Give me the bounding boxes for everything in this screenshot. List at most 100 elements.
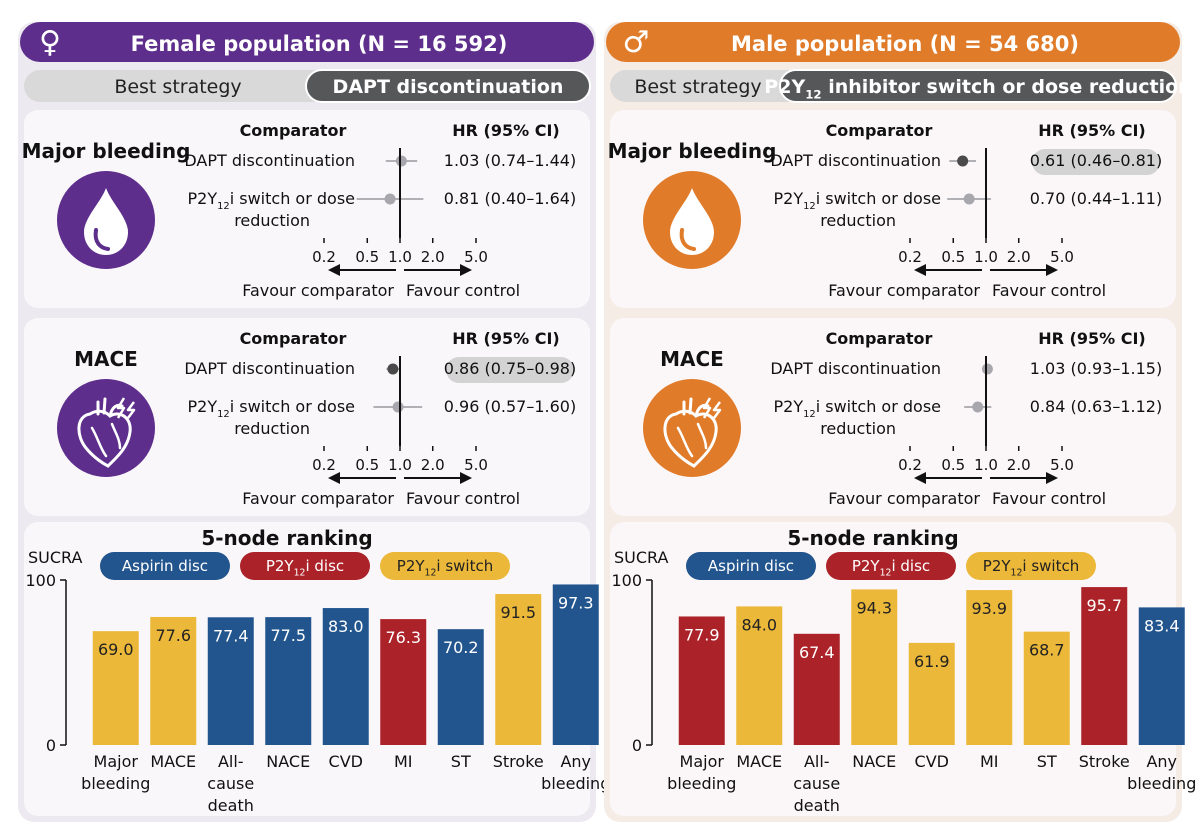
x-tick-label: MI [394,752,413,771]
comparator-label-cont: reduction [820,419,896,438]
bar [908,642,955,745]
x-tick-label: cause [207,774,254,793]
axis-tick-label: 0.5 [355,248,379,266]
outcome-title: MACE [74,347,138,371]
panel-header: ♂ Male population (N = 54 680) [606,22,1180,62]
x-tick-label: NACE [266,752,310,771]
favour-comparator-label: Favour comparator [828,281,980,300]
hr-value: 0.81 (0.40–1.64) [444,189,576,208]
heart-outline [663,409,718,468]
bar-value-label: 61.9 [914,652,950,671]
hr-value: 1.03 (0.93–1.15) [1030,359,1162,378]
hr-header: HR (95% CI) [1038,121,1145,140]
x-tick-label: MI [980,752,999,771]
bar-value-label: 93.9 [971,599,1007,618]
icon-circle [57,379,155,477]
heart-icon [643,379,741,477]
hr-point [972,401,984,413]
legend-pill [380,552,510,580]
comparator-label: P2Y12i switch or dose [188,189,356,212]
subscript: 12 [217,201,230,212]
bar [495,594,542,745]
legend-label: P2Y12i switch [983,557,1079,579]
subscript: 12 [217,409,230,420]
x-tick-label: bleeding [541,774,610,793]
text-part: P2Y [188,189,218,208]
outcome-card-major-bleeding: Major bleeding Comparator HR (95% CI) DAPT … [22,110,590,308]
bar [966,590,1013,745]
bar-value-label: 69.0 [98,640,134,659]
legend-p2y12_disc: P2Y12i disc [826,552,956,580]
bar-value-label: 67.4 [799,643,835,662]
legend-p2y12_switch: P2Y12i switch [966,552,1096,580]
legend-label: Aspirin disc [122,557,208,575]
female-panel: ♀ Female population (N = 16 592) Best stra… [18,22,610,822]
subscript: 12 [880,568,892,579]
bar-value-label: 77.9 [684,625,720,644]
x-tick-label: bleeding [1127,774,1196,793]
comparator-header: Comparator [240,121,347,140]
hr-point [392,401,404,413]
drop-highlight [679,228,696,251]
axis-tick-label: 1.0 [974,248,998,266]
arrowhead-right [1046,264,1058,276]
bar [793,633,840,745]
legend-pill [826,552,956,580]
comparator-label-cont: reduction [234,419,310,438]
legend-aspirin: Aspirin disc [686,552,816,580]
legend-label: P2Y12i disc [266,557,344,579]
heart-vessels [682,397,710,418]
axis-tick-label: 1.0 [388,248,412,266]
bar [322,608,369,745]
male-symbol-icon: ♂ [623,25,650,60]
axis-tick-label: 0.5 [355,456,379,474]
text-part: i switch or dose [230,397,355,416]
bar-value-label: 94.3 [856,598,892,617]
x-tick-label: bleeding [81,774,150,793]
bar [1081,587,1128,745]
panel-header: ♀ Female population (N = 16 592) [20,22,594,62]
comparator-label-cont: reduction [234,211,310,230]
y-tick-label: 100 [611,571,642,590]
text-part: i switch [1022,557,1079,575]
x-tick-label: Any [1146,752,1177,771]
strategy-value-pill [305,69,591,103]
hr-value: 0.86 (0.75–0.98) [444,359,576,378]
hr-value: 0.96 (0.57–1.60) [444,397,576,416]
bar-value-label: 68.7 [1029,641,1065,660]
bar-value-label: 95.7 [1086,596,1122,615]
forest-row: DAPT discontinuation 1.03 (0.74–1.44) [184,151,576,170]
text-part: P2Y [397,557,426,575]
bar-value-label: 91.5 [500,603,536,622]
bar-value-label: 77.4 [213,626,249,645]
axis-tick-label: 1.0 [388,456,412,474]
text-part: Aspirin disc [122,557,208,575]
forest-row: DAPT discontinuation 0.86 (0.75–0.98) [184,357,576,383]
outcome-card-mace: MACE Comparator HR (95% CI) DAPT discontinu… [24,318,590,516]
heart-vessels [96,397,124,418]
hr-value: 0.84 (0.63–1.12) [1030,397,1162,416]
x-tick-label: Major [680,752,725,771]
axis-tick-label: 0.2 [898,456,922,474]
hr-header: HR (95% CI) [452,329,559,348]
legend-label: P2Y12i disc [852,557,930,579]
arrowhead-right [460,264,472,276]
text-part: i disc [305,557,344,575]
arrowhead-right [1046,472,1058,484]
text-part: P2Y [774,189,804,208]
female-symbol-icon: ♀ [39,25,61,60]
favour-comparator-label: Favour comparator [242,281,394,300]
hr-header: HR (95% CI) [1038,329,1145,348]
legend-pill [100,552,230,580]
bar [1138,607,1185,745]
text-part: P2Y [764,76,805,98]
x-tick-label: MACE [150,752,196,771]
outcome-title: Major bleeding [608,139,777,163]
x-tick-label: All- [218,752,244,771]
hr-point [981,363,993,375]
